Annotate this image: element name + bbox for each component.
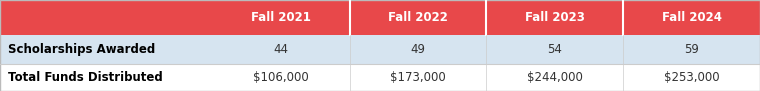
Text: Fall 2024: Fall 2024: [662, 11, 721, 24]
Text: 44: 44: [274, 43, 289, 56]
Text: Fall 2022: Fall 2022: [388, 11, 448, 24]
Bar: [486, 35, 623, 64]
Bar: [213, 64, 350, 91]
Bar: [350, 35, 486, 64]
Bar: [213, 0, 350, 35]
Bar: [623, 0, 760, 35]
Bar: [0, 35, 213, 64]
Bar: [213, 35, 350, 64]
Bar: [350, 0, 486, 35]
Bar: [623, 64, 760, 91]
Bar: [486, 64, 623, 91]
Text: $106,000: $106,000: [253, 71, 309, 84]
Text: 59: 59: [684, 43, 699, 56]
Text: 54: 54: [547, 43, 562, 56]
Bar: [350, 64, 486, 91]
Text: Total Funds Distributed: Total Funds Distributed: [8, 71, 163, 84]
Bar: [486, 0, 623, 35]
Bar: [623, 35, 760, 64]
Text: $173,000: $173,000: [390, 71, 446, 84]
Bar: [0, 0, 213, 35]
Text: 49: 49: [410, 43, 426, 56]
Text: Fall 2023: Fall 2023: [525, 11, 584, 24]
Text: Scholarships Awarded: Scholarships Awarded: [8, 43, 155, 56]
Bar: [0, 64, 213, 91]
Text: $253,000: $253,000: [663, 71, 720, 84]
Text: Fall 2021: Fall 2021: [252, 11, 311, 24]
Text: $244,000: $244,000: [527, 71, 583, 84]
